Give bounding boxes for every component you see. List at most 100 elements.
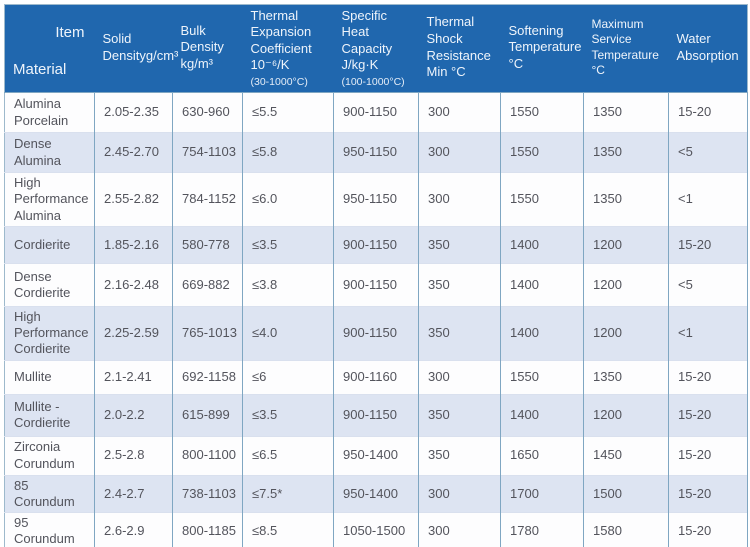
header-specific-heat: Specific Heat Capacity J/kg·K (100-1000°… [333,4,419,93]
header-label: Bulk Density kg/m³ [180,22,224,71]
material-cell: Dense Alumina [4,132,95,173]
value-cell: ≤7.5* [242,474,334,513]
value-cell: 15-20 [668,225,748,264]
value-cell: 784-1152 [172,172,243,227]
value-cell: ≤6.0 [242,172,334,227]
value-cell: 2.16-2.48 [94,262,173,307]
value-cell: 300 [418,474,501,513]
value-cell: 669-882 [172,262,243,307]
table-row: Alumina Porcelain 2.05-2.35 630-960 ≤5.5… [4,92,748,133]
table-row: Cordierite 1.85-2.16 580-778 ≤3.5 900-11… [4,225,748,264]
value-cell: ≤5.8 [242,132,334,173]
value-cell: ≤3.5 [242,225,334,264]
value-cell: 350 [418,305,501,360]
header-label: Thermal Shock Resistance Min °C [426,14,491,80]
value-cell: 1550 [500,92,584,133]
value-cell: 300 [418,172,501,227]
header-softening-temperature: Softening Temperature °C [500,4,584,93]
value-cell: 1200 [583,262,669,307]
header-water-absorption: Water Absorption [668,4,748,93]
corner-item-label: Item [55,24,85,41]
value-cell: 2.6-2.9 [94,512,173,547]
value-cell: 1550 [500,172,584,227]
value-cell: ≤5.5 [242,92,334,133]
value-cell: 1350 [583,92,669,133]
value-cell: 800-1185 [172,512,243,547]
value-cell: 800-1100 [172,435,243,475]
value-cell: 300 [418,359,501,394]
material-cell: Alumina Porcelain [4,92,95,133]
value-cell: 15-20 [668,435,748,475]
value-cell: 1550 [500,359,584,394]
value-cell: 2.05-2.35 [94,92,173,133]
value-cell: 950-1400 [333,474,419,513]
value-cell: 300 [418,132,501,173]
header-thermal-expansion: Thermal Expansion Coefficient 10⁻⁶/K (30… [242,4,334,93]
header-max-service-temperature: Maximum Service Temperature °C [583,4,669,93]
value-cell: ≤4.0 [242,305,334,360]
value-cell: 1780 [500,512,584,547]
value-cell: 15-20 [668,92,748,133]
value-cell: 15-20 [668,512,748,547]
header-corner-cell: Item Material [4,4,95,93]
value-cell: 1400 [500,393,584,436]
value-cell: 765-1013 [172,305,243,360]
value-cell: 1650 [500,435,584,475]
header-row: Item Material Solid Densityg/cm³ Bulk De… [4,4,748,93]
table-row: 95 Corundum 2.6-2.9 800-1185 ≤8.5 1050-1… [4,512,748,547]
value-cell: <1 [668,172,748,227]
table-row: Dense Alumina 2.45-2.70 754-1103 ≤5.8 95… [4,132,748,173]
value-cell: 580-778 [172,225,243,264]
value-cell: 1350 [583,359,669,394]
value-cell: <5 [668,132,748,173]
value-cell: 1200 [583,225,669,264]
material-properties-table: Item Material Solid Densityg/cm³ Bulk De… [4,4,748,547]
value-cell: 900-1150 [333,225,419,264]
table-row: High Performance Cordierite 2.25-2.59 76… [4,305,748,360]
value-cell: 1050-1500 [333,512,419,547]
value-cell: 2.45-2.70 [94,132,173,173]
table-row: Zirconia Corundum 2.5-2.8 800-1100 ≤6.5 … [4,435,748,475]
value-cell: 1400 [500,262,584,307]
value-cell: 950-1400 [333,435,419,475]
value-cell: 900-1150 [333,262,419,307]
header-note: (100-1000°C) [341,76,405,89]
material-cell: Mullite - Cordierite [4,393,95,436]
value-cell: <1 [668,305,748,360]
value-cell: 1450 [583,435,669,475]
material-cell: 85 Corundum [4,474,95,513]
header-bulk-density: Bulk Density kg/m³ [172,4,243,93]
value-cell: 1500 [583,474,669,513]
value-cell: ≤3.8 [242,262,334,307]
value-cell: 900-1150 [333,393,419,436]
header-label: Softening Temperature °C [508,22,582,71]
header-label: Thermal Expansion Coefficient 10⁻⁶/K [250,7,312,73]
value-cell: 754-1103 [172,132,243,173]
table-row: High Performance Alumina 2.55-2.82 784-1… [4,172,748,227]
value-cell: 1350 [583,132,669,173]
value-cell: 1350 [583,172,669,227]
corner-material-label: Material [13,60,67,78]
table-header: Item Material Solid Densityg/cm³ Bulk De… [4,4,748,93]
header-solid-density: Solid Densityg/cm³ [94,4,178,93]
value-cell: 615-899 [172,393,243,436]
value-cell: ≤3.5 [242,393,334,436]
material-cell: Cordierite [4,225,95,264]
value-cell: 1200 [583,393,669,436]
value-cell: 630-960 [172,92,243,133]
value-cell: ≤8.5 [242,512,334,547]
material-cell: Dense Cordierite [4,262,95,307]
header-label: Solid Densityg/cm³ [102,30,179,63]
value-cell: 738-1103 [172,474,243,513]
value-cell: 350 [418,225,501,264]
value-cell: <5 [668,262,748,307]
value-cell: 350 [418,393,501,436]
value-cell: 2.25-2.59 [94,305,173,360]
value-cell: ≤6 [242,359,334,394]
value-cell: 1400 [500,225,584,264]
value-cell: 1400 [500,305,584,360]
value-cell: 15-20 [668,359,748,394]
value-cell: 900-1150 [333,305,419,360]
header-note: (30-1000°C) [250,76,308,89]
value-cell: 900-1160 [333,359,419,394]
